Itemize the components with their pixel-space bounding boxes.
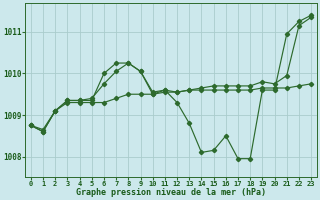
X-axis label: Graphe pression niveau de la mer (hPa): Graphe pression niveau de la mer (hPa) — [76, 188, 266, 197]
